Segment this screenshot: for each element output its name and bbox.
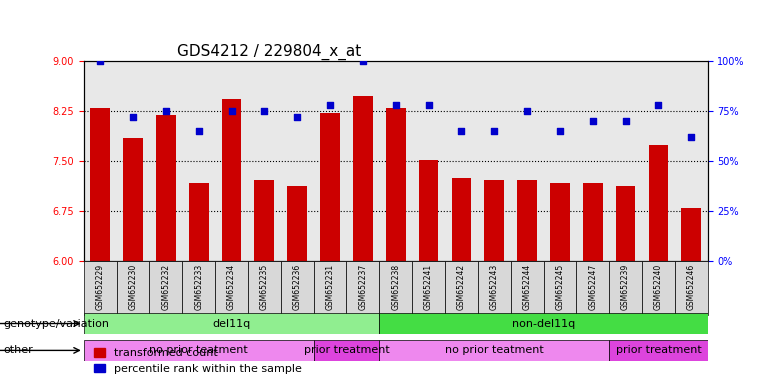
Point — [324, 102, 336, 108]
FancyBboxPatch shape — [610, 340, 708, 361]
Bar — [221, 99, 241, 261]
Bar — [419, 160, 438, 261]
Bar — [156, 115, 176, 261]
FancyBboxPatch shape — [314, 261, 346, 315]
FancyBboxPatch shape — [511, 261, 543, 315]
Text: non-del11q: non-del11q — [512, 318, 575, 329]
Bar — [189, 182, 209, 261]
FancyBboxPatch shape — [182, 261, 215, 315]
Text: prior treatment: prior treatment — [616, 345, 702, 356]
Text: GSM652242: GSM652242 — [457, 264, 466, 310]
Point — [225, 108, 237, 114]
Bar — [485, 180, 504, 261]
Point — [193, 128, 205, 134]
Text: GSM652244: GSM652244 — [523, 264, 532, 310]
Text: GSM652240: GSM652240 — [654, 264, 663, 310]
Bar — [616, 186, 635, 261]
Text: GSM652230: GSM652230 — [129, 264, 138, 310]
Point — [554, 128, 566, 134]
FancyBboxPatch shape — [642, 261, 675, 315]
FancyBboxPatch shape — [215, 261, 248, 315]
Bar — [320, 113, 340, 261]
Legend: transformed count, percentile rank within the sample: transformed count, percentile rank withi… — [89, 344, 306, 379]
Text: GSM652237: GSM652237 — [358, 264, 368, 310]
Text: GSM652243: GSM652243 — [490, 264, 498, 310]
Text: GSM652236: GSM652236 — [293, 264, 301, 310]
Point — [160, 108, 172, 114]
Point — [127, 114, 139, 121]
FancyBboxPatch shape — [248, 261, 281, 315]
Point — [521, 108, 533, 114]
Bar — [123, 138, 143, 261]
FancyBboxPatch shape — [576, 261, 610, 315]
Bar — [648, 145, 668, 261]
Bar — [386, 108, 406, 261]
FancyBboxPatch shape — [445, 261, 478, 315]
Bar — [91, 108, 110, 261]
FancyBboxPatch shape — [379, 340, 610, 361]
FancyBboxPatch shape — [610, 261, 642, 315]
FancyBboxPatch shape — [478, 261, 511, 315]
Text: GSM652247: GSM652247 — [588, 264, 597, 310]
Text: GSM652231: GSM652231 — [326, 264, 335, 310]
Text: no prior teatment: no prior teatment — [149, 345, 248, 356]
Point — [619, 118, 632, 124]
FancyBboxPatch shape — [379, 313, 708, 334]
Text: GSM652245: GSM652245 — [556, 264, 565, 310]
FancyBboxPatch shape — [149, 261, 182, 315]
Text: GSM652235: GSM652235 — [260, 264, 269, 310]
Point — [291, 114, 304, 121]
Point — [488, 128, 500, 134]
Text: GSM652229: GSM652229 — [96, 264, 104, 310]
Text: prior treatment: prior treatment — [304, 345, 390, 356]
Bar — [451, 178, 471, 261]
FancyBboxPatch shape — [675, 261, 708, 315]
Point — [390, 102, 402, 108]
FancyBboxPatch shape — [281, 261, 314, 315]
Bar — [517, 180, 537, 261]
FancyBboxPatch shape — [84, 313, 379, 334]
Point — [455, 128, 467, 134]
Text: no prior teatment: no prior teatment — [445, 345, 543, 356]
Text: GSM652239: GSM652239 — [621, 264, 630, 310]
Point — [587, 118, 599, 124]
Text: other: other — [4, 345, 33, 356]
Bar — [681, 208, 701, 261]
Bar — [254, 180, 274, 261]
FancyBboxPatch shape — [346, 261, 379, 315]
FancyBboxPatch shape — [84, 340, 314, 361]
FancyBboxPatch shape — [314, 340, 379, 361]
Text: genotype/variation: genotype/variation — [4, 318, 110, 329]
Point — [357, 58, 369, 65]
Bar — [353, 96, 373, 261]
Point — [652, 102, 664, 108]
Point — [422, 102, 435, 108]
FancyBboxPatch shape — [84, 261, 116, 315]
Text: GSM652246: GSM652246 — [687, 264, 696, 310]
Text: GSM652238: GSM652238 — [391, 264, 400, 310]
Text: GSM652241: GSM652241 — [424, 264, 433, 310]
FancyBboxPatch shape — [116, 261, 149, 315]
FancyBboxPatch shape — [543, 261, 576, 315]
FancyBboxPatch shape — [412, 261, 445, 315]
Text: GSM652234: GSM652234 — [227, 264, 236, 310]
Point — [258, 108, 270, 114]
Bar — [583, 183, 603, 261]
Text: GSM652232: GSM652232 — [161, 264, 170, 310]
Text: del11q: del11q — [212, 318, 250, 329]
FancyBboxPatch shape — [379, 261, 412, 315]
Bar — [288, 186, 307, 261]
Point — [685, 134, 697, 141]
Text: GDS4212 / 229804_x_at: GDS4212 / 229804_x_at — [177, 44, 361, 60]
Point — [94, 58, 107, 65]
Text: GSM652233: GSM652233 — [194, 264, 203, 310]
Bar — [550, 182, 570, 261]
